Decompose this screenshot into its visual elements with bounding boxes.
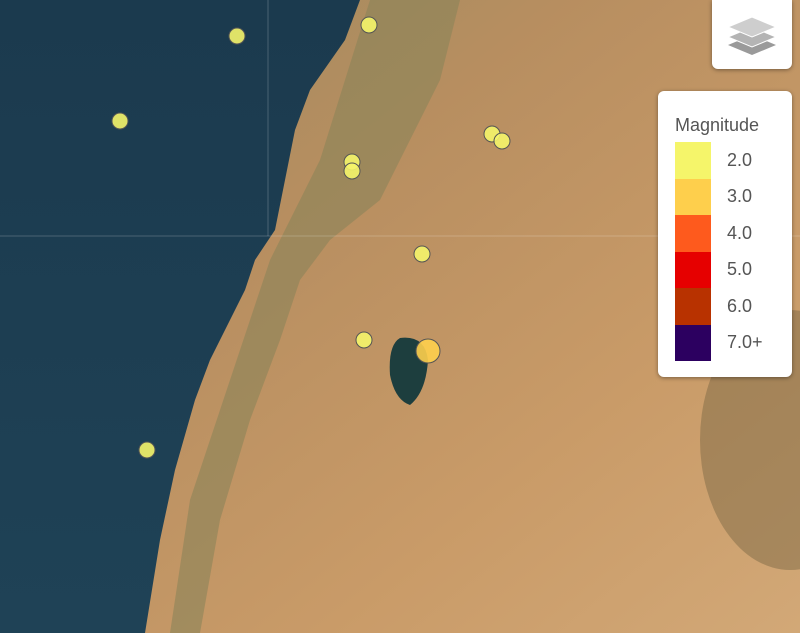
legend-item: 4.0 xyxy=(675,215,792,252)
sea xyxy=(0,0,360,633)
legend-swatch xyxy=(675,251,711,288)
legend-swatch xyxy=(675,288,711,325)
legend-item: 3.0 xyxy=(675,178,792,215)
layers-control-button[interactable] xyxy=(712,0,792,69)
earthquake-marker[interactable] xyxy=(228,27,246,45)
earthquake-marker[interactable] xyxy=(413,245,431,263)
legend-swatch xyxy=(675,324,711,361)
legend-label: 2.0 xyxy=(727,149,753,170)
legend-label: 5.0 xyxy=(727,259,753,280)
legend-label: 7.0+ xyxy=(727,332,763,353)
legend-label: 4.0 xyxy=(727,222,753,243)
legend-item: 6.0 xyxy=(675,288,792,325)
legend-swatch xyxy=(675,215,711,252)
green-hills xyxy=(170,0,460,633)
legend-label: 3.0 xyxy=(727,186,753,207)
earthquake-marker[interactable] xyxy=(360,16,378,34)
earthquake-marker[interactable] xyxy=(493,132,511,150)
earthquake-marker[interactable] xyxy=(343,162,361,180)
earthquake-marker[interactable] xyxy=(415,338,441,364)
legend-item: 7.0+ xyxy=(675,324,792,361)
legend-title: Magnitude xyxy=(675,115,760,135)
magnitude-legend: Magnitude 2.0 3.0 4.0 5.0 6.0 7.0+ xyxy=(658,91,792,377)
earthquake-marker[interactable] xyxy=(111,112,129,130)
legend-item: 5.0 xyxy=(675,251,792,288)
legend-label: 6.0 xyxy=(727,295,753,316)
earthquake-marker[interactable] xyxy=(355,331,373,349)
legend-swatch xyxy=(675,178,711,215)
legend-swatch xyxy=(675,142,711,179)
earthquake-marker[interactable] xyxy=(138,441,156,459)
layers-icon xyxy=(726,15,778,55)
legend-item: 2.0 xyxy=(675,142,792,179)
